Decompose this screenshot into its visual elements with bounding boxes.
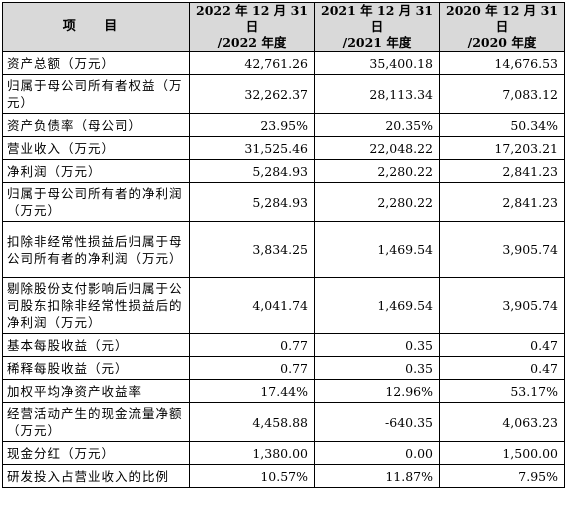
value-2021: 1,469.54 <box>314 221 440 278</box>
value-2021: 1,469.54 <box>314 277 440 334</box>
value-2020: 3,905.74 <box>439 221 565 278</box>
row-label: 扣除非经常性损益后归属于母公司所有者的净利润（万元） <box>2 221 190 278</box>
value-2020: 7.95% <box>439 464 565 488</box>
table-row: 加权平均净资产收益率 17.44% 12.96% 53.17% <box>2 379 565 403</box>
value-2022: 10.57% <box>189 464 315 488</box>
value-2022: 17.44% <box>189 379 315 403</box>
value-2022: 42,761.26 <box>189 51 315 75</box>
table-row: 扣除非经常性损益后归属于母公司所有者的净利润（万元） 3,834.25 1,46… <box>2 221 565 278</box>
row-label: 归属于母公司所有者的净利润（万元） <box>2 182 190 222</box>
value-2021: 2,280.22 <box>314 182 440 222</box>
value-2022: 4,041.74 <box>189 277 315 334</box>
table-row: 归属于母公司所有者的净利润（万元） 5,284.93 2,280.22 2,84… <box>2 182 565 222</box>
value-2021: 28,113.34 <box>314 74 440 114</box>
value-2022: 5,284.93 <box>189 159 315 183</box>
value-2021: 0.35 <box>314 356 440 380</box>
row-label: 资产总额（万元） <box>2 51 190 75</box>
value-2022: 23.95% <box>189 113 315 137</box>
value-2021: 0.00 <box>314 441 440 465</box>
value-2022: 31,525.46 <box>189 136 315 160</box>
value-2020: 3,905.74 <box>439 277 565 334</box>
table-row: 营业收入（万元） 31,525.46 22,048.22 17,203.21 <box>2 136 565 160</box>
value-2020: 4,063.23 <box>439 402 565 442</box>
row-label: 资产负债率（母公司） <box>2 113 190 137</box>
value-2020: 14,676.53 <box>439 51 565 75</box>
header-2022-date: 2022 年 12 月 31 日 <box>196 3 308 34</box>
row-label: 净利润（万元） <box>2 159 190 183</box>
value-2022: 3,834.25 <box>189 221 315 278</box>
table-row: 归属于母公司所有者权益（万元） 32,262.37 28,113.34 7,08… <box>2 74 565 114</box>
table-row: 剔除股份支付影响后归属于公司股东扣除非经常性损益后的净利润（万元） 4,041.… <box>2 277 565 334</box>
table-row: 经营活动产生的现金流量净额（万元） 4,458.88 -640.35 4,063… <box>2 402 565 442</box>
value-2021: 11.87% <box>314 464 440 488</box>
table-row: 稀释每股收益（元） 0.77 0.35 0.47 <box>2 356 565 380</box>
header-2021-date: 2021 年 12 月 31 日 <box>321 3 433 34</box>
header-2022: 2022 年 12 月 31 日 /2022 年度 <box>189 2 315 52</box>
table-row: 现金分红（万元） 1,380.00 0.00 1,500.00 <box>2 441 565 465</box>
row-label: 研发投入占营业收入的比例 <box>2 464 190 488</box>
row-label: 现金分红（万元） <box>2 441 190 465</box>
value-2020: 0.47 <box>439 333 565 357</box>
value-2020: 53.17% <box>439 379 565 403</box>
table-row: 资产总额（万元） 42,761.26 35,400.18 14,676.53 <box>2 51 565 75</box>
value-2021: 2,280.22 <box>314 159 440 183</box>
value-2021: 12.96% <box>314 379 440 403</box>
table-row: 研发投入占营业收入的比例 10.57% 11.87% 7.95% <box>2 464 565 488</box>
value-2022: 1,380.00 <box>189 441 315 465</box>
value-2022: 0.77 <box>189 333 315 357</box>
header-2021-year: /2021 年度 <box>342 35 412 50</box>
table-row: 净利润（万元） 5,284.93 2,280.22 2,841.23 <box>2 159 565 183</box>
row-label: 剔除股份支付影响后归属于公司股东扣除非经常性损益后的净利润（万元） <box>2 277 190 334</box>
header-item: 项 目 <box>2 2 190 52</box>
value-2021: -640.35 <box>314 402 440 442</box>
value-2021: 20.35% <box>314 113 440 137</box>
table-row: 基本每股收益（元） 0.77 0.35 0.47 <box>2 333 565 357</box>
header-2020-date: 2020 年 12 月 31 日 <box>446 3 558 34</box>
value-2020: 0.47 <box>439 356 565 380</box>
value-2020: 2,841.23 <box>439 182 565 222</box>
value-2022: 32,262.37 <box>189 74 315 114</box>
row-label: 经营活动产生的现金流量净额（万元） <box>2 402 190 442</box>
value-2020: 7,083.12 <box>439 74 565 114</box>
value-2022: 4,458.88 <box>189 402 315 442</box>
value-2020: 2,841.23 <box>439 159 565 183</box>
header-2022-year: /2022 年度 <box>217 35 287 50</box>
row-label: 加权平均净资产收益率 <box>2 379 190 403</box>
header-2020-year: /2020 年度 <box>467 35 537 50</box>
value-2020: 50.34% <box>439 113 565 137</box>
row-label: 营业收入（万元） <box>2 136 190 160</box>
value-2021: 22,048.22 <box>314 136 440 160</box>
table-header-row: 项 目 2022 年 12 月 31 日 /2022 年度 2021 年 12 … <box>2 2 565 52</box>
financial-indicators-table: 项 目 2022 年 12 月 31 日 /2022 年度 2021 年 12 … <box>2 2 565 488</box>
table-row: 资产负债率（母公司） 23.95% 20.35% 50.34% <box>2 113 565 137</box>
value-2020: 17,203.21 <box>439 136 565 160</box>
row-label: 稀释每股收益（元） <box>2 356 190 380</box>
value-2021: 35,400.18 <box>314 51 440 75</box>
row-label: 基本每股收益（元） <box>2 333 190 357</box>
header-2020: 2020 年 12 月 31 日 /2020 年度 <box>439 2 565 52</box>
value-2022: 0.77 <box>189 356 315 380</box>
header-2021: 2021 年 12 月 31 日 /2021 年度 <box>314 2 440 52</box>
row-label: 归属于母公司所有者权益（万元） <box>2 74 190 114</box>
value-2022: 5,284.93 <box>189 182 315 222</box>
value-2021: 0.35 <box>314 333 440 357</box>
value-2020: 1,500.00 <box>439 441 565 465</box>
